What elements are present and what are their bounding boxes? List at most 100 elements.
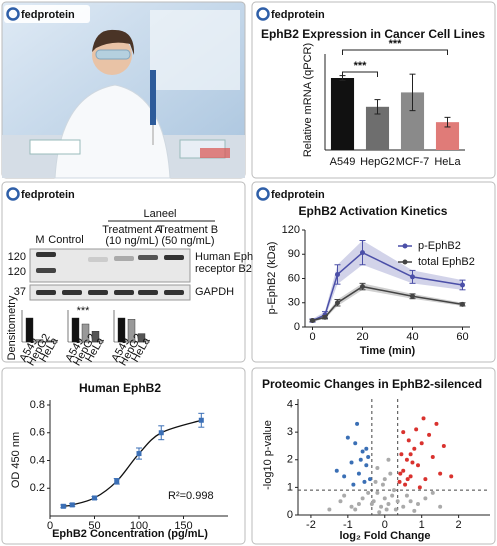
x-tick-label: 100	[130, 520, 148, 532]
point	[114, 478, 120, 484]
bar	[365, 106, 390, 150]
significance-label: ***	[389, 38, 403, 50]
lane-label: (10 ng/mL)	[105, 235, 158, 247]
point	[366, 490, 371, 495]
blot-band	[88, 257, 108, 262]
point	[158, 430, 164, 436]
y-axis-label: Relative mRNA (qPCR)	[302, 43, 314, 157]
point	[382, 496, 387, 501]
x-tick-label: 40	[406, 331, 418, 343]
x-tick-label: 0	[47, 520, 53, 532]
point	[414, 427, 419, 432]
panel-border	[1, 181, 246, 363]
y-tick-label: 0	[294, 321, 300, 333]
point	[360, 250, 365, 256]
point	[364, 463, 369, 468]
y-tick-label: 90	[288, 248, 300, 260]
y-tick-label: 0.4	[30, 454, 45, 466]
point	[434, 421, 439, 426]
error-band	[312, 283, 463, 322]
point	[198, 417, 204, 423]
x-tick-label: -2	[306, 519, 316, 531]
x-tick-label: 20	[356, 331, 368, 343]
blot-band	[114, 256, 134, 261]
band-label: Human Eph	[195, 251, 253, 263]
point	[364, 446, 369, 451]
point	[335, 300, 340, 306]
point	[351, 482, 356, 487]
x-tick-label: A549	[330, 156, 356, 168]
point	[405, 477, 410, 482]
mini-bar	[91, 331, 100, 343]
point	[360, 449, 365, 454]
point	[399, 452, 404, 457]
logo-text: fedprotein	[271, 9, 325, 21]
point	[408, 452, 413, 457]
significance-bracket	[342, 49, 448, 55]
x-axis-label: EphB2 Concentration (pg/mL)	[52, 528, 208, 540]
point	[342, 493, 347, 498]
point	[369, 501, 374, 506]
significance-bracket	[342, 71, 378, 77]
point	[412, 446, 417, 451]
point	[356, 471, 361, 476]
logo-icon	[256, 7, 270, 21]
point	[438, 471, 443, 476]
logo-box	[4, 5, 90, 23]
error-bar	[374, 99, 381, 115]
point	[386, 501, 391, 506]
x-tick-label: 150	[174, 520, 192, 532]
x-axis-label: log₂ Fold Change	[339, 530, 430, 542]
point	[334, 468, 339, 473]
point	[358, 457, 363, 462]
marker-label: 120	[8, 251, 26, 263]
blot-membrane	[29, 284, 191, 301]
error-band	[312, 240, 463, 323]
point	[416, 463, 420, 468]
point	[423, 477, 428, 482]
mini-bar	[117, 317, 126, 343]
point	[338, 499, 343, 504]
point	[335, 271, 340, 277]
point	[438, 504, 443, 509]
point	[417, 485, 422, 490]
blot-header: Laneel	[143, 208, 176, 220]
significance-label: ***	[354, 60, 368, 72]
point	[362, 479, 367, 484]
y-tick-label: 0	[287, 509, 293, 521]
point	[353, 441, 358, 446]
bar	[400, 92, 425, 150]
point	[379, 504, 384, 509]
lane-label: Treatment B	[158, 224, 218, 236]
point	[377, 510, 382, 515]
y-tick-label: 0.8	[30, 399, 45, 411]
y-tick-label: 60	[288, 272, 300, 284]
mini-bar	[71, 317, 80, 343]
blot-band	[138, 290, 158, 295]
band-label: receptor B2	[195, 263, 252, 275]
point	[401, 504, 406, 509]
point	[382, 477, 387, 482]
point	[345, 435, 350, 440]
point	[410, 460, 415, 465]
point	[366, 455, 371, 459]
x-tick-label: HepG2	[360, 156, 395, 168]
point	[430, 455, 435, 459]
mini-bar	[35, 339, 44, 343]
point	[310, 318, 315, 324]
logo-icon	[6, 7, 20, 21]
point	[375, 466, 380, 471]
mini-annotation: ***	[77, 305, 91, 317]
point	[430, 490, 435, 495]
point	[375, 490, 380, 495]
point	[360, 496, 365, 501]
y-tick-label: 3	[287, 426, 293, 438]
y-tick-label: 1	[287, 481, 293, 493]
x-tick-label: 1	[419, 519, 425, 531]
point	[393, 507, 398, 512]
x-tick-label: -1	[343, 519, 353, 531]
x-tick-label: 60	[456, 331, 468, 343]
point	[388, 471, 393, 476]
point	[136, 451, 142, 457]
lane-label: Control	[48, 234, 83, 246]
